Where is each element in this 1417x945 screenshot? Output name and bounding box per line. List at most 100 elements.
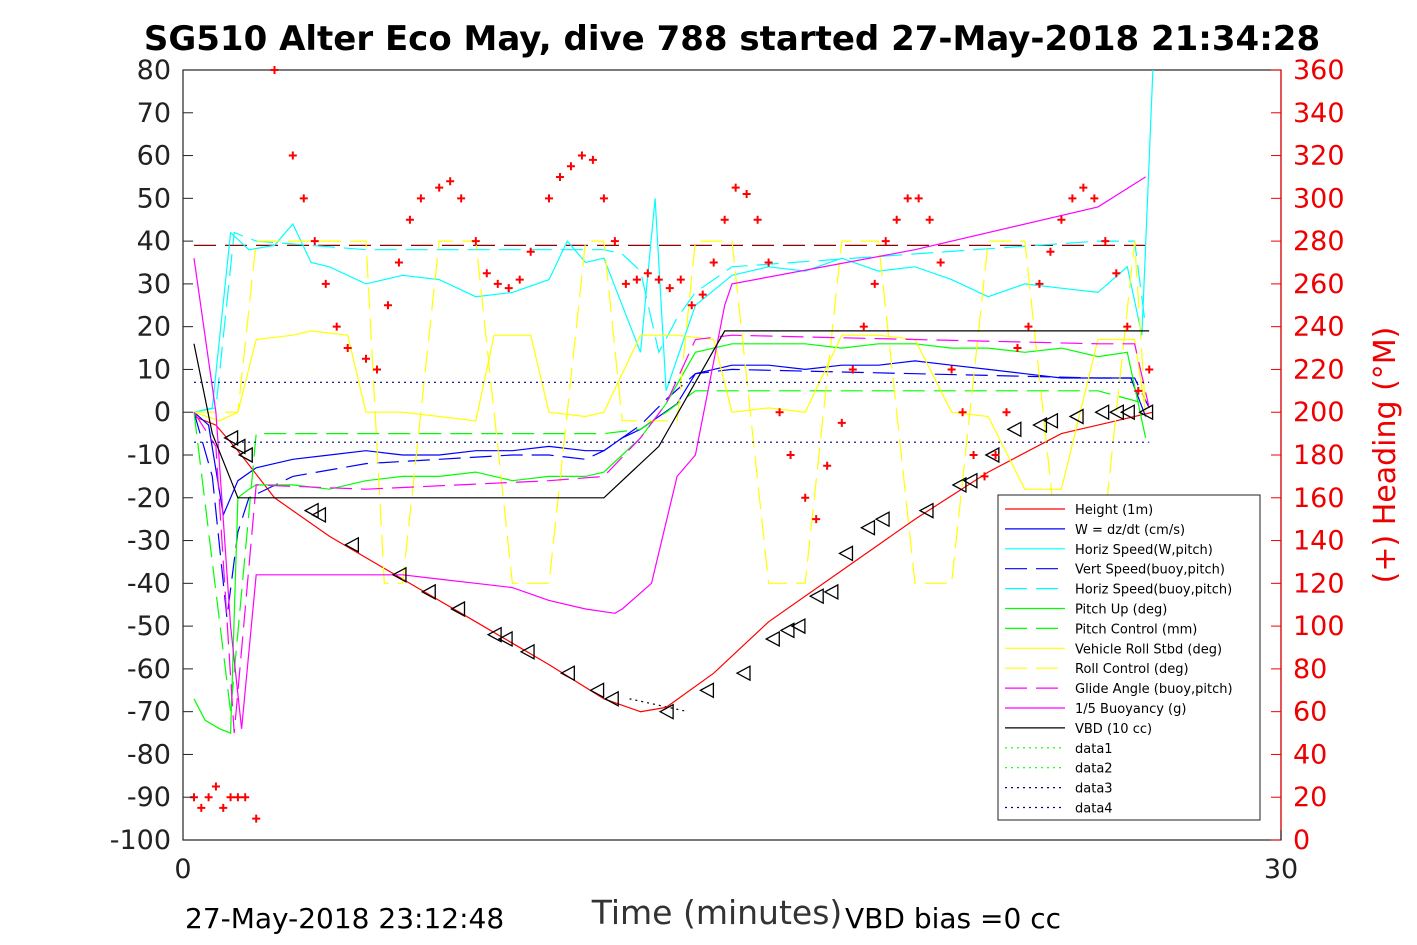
right-tick-label: 220 (1293, 354, 1345, 385)
right-y-axis: 3603403203002802602402202001801601401201… (1271, 55, 1345, 856)
left-tick-label: -80 (127, 739, 171, 770)
right-tick-label: 0 (1293, 825, 1310, 856)
heading-marker (211, 782, 220, 791)
heading-marker (372, 365, 381, 374)
dive-triangle-marker (420, 583, 436, 600)
x-tick-label: 0 (174, 854, 191, 885)
dive-triangle-marker (589, 682, 605, 699)
heading-marker (892, 215, 901, 224)
legend-entry: Glide Angle (buoy,pitch) (1075, 682, 1233, 697)
left-tick-label: 30 (137, 269, 171, 300)
left-tick-label: 0 (154, 397, 171, 428)
heading-marker (332, 322, 341, 331)
heading-marker (471, 237, 480, 246)
legend-entry: Vehicle Roll Stbd (deg) (1075, 642, 1222, 657)
series-line-vert-speed-buoy-pitch (193, 368, 1150, 618)
dive-triangle-marker (486, 626, 502, 643)
heading-marker (383, 301, 392, 310)
series-line-glide-angle-buoy-pitch (193, 334, 1150, 734)
series-line-pitch-up-deg (193, 343, 1147, 734)
dive-triangle-marker (1094, 404, 1110, 421)
heading-marker (731, 183, 740, 192)
left-tick-label: 50 (137, 183, 171, 214)
legend-entry: Pitch Control (mm) (1075, 622, 1197, 637)
dive-triangle-marker (699, 682, 715, 699)
dive-triangle-marker (860, 519, 876, 536)
dive-triangle-marker (559, 665, 575, 682)
dive-triangle-marker (237, 446, 253, 464)
heading-marker (288, 151, 297, 160)
heading-marker (958, 408, 967, 417)
legend-entry: Vert Speed(buoy,pitch) (1075, 563, 1225, 578)
heading-marker (903, 194, 912, 203)
dive-triangle-marker (311, 506, 327, 523)
right-tick-label: 140 (1293, 526, 1345, 557)
dive-triangle-marker (223, 429, 239, 446)
series-line-vehicle-roll-stbd-deg (193, 330, 1147, 490)
heading-marker (775, 408, 784, 417)
heading-marker (233, 793, 242, 802)
dive-triangle-marker (1006, 421, 1022, 438)
heading-marker (1046, 247, 1055, 256)
right-tick-label: 200 (1293, 397, 1345, 428)
dive-triangle-marker (1108, 404, 1124, 421)
heading-marker (555, 172, 564, 181)
dive-triangle-marker (838, 545, 854, 562)
heading-marker (1134, 386, 1143, 395)
heading-marker (1024, 322, 1033, 331)
x-tick-label: 30 (1264, 854, 1298, 885)
dive-triangle-marker (391, 566, 407, 583)
heading-marker (515, 275, 524, 284)
dive-triangle-marker (450, 600, 466, 618)
right-tick-label: 60 (1293, 697, 1327, 728)
heading-marker (720, 215, 729, 224)
heading-marker (812, 515, 821, 524)
heading-marker (610, 237, 619, 246)
right-tick-label: 280 (1293, 226, 1345, 257)
left-tick-label: -10 (127, 440, 171, 471)
dive-triangle-marker (962, 472, 978, 489)
right-tick-label: 360 (1293, 55, 1345, 86)
dive-triangle-marker (779, 622, 795, 639)
heading-marker (643, 269, 652, 278)
dive-triangle-marker (1032, 416, 1048, 434)
heading-marker (936, 258, 945, 267)
right-tick-label: 100 (1293, 611, 1345, 642)
dive-triangle-marker (603, 690, 619, 707)
heading-marker (786, 451, 795, 459)
heading-marker (504, 284, 513, 293)
left-tick-label: 10 (137, 354, 171, 385)
legend-entry: Roll Control (deg) (1075, 662, 1189, 677)
legend-entry: VBD (10 cc) (1075, 722, 1152, 737)
heading-marker (321, 279, 330, 288)
heading-marker (204, 793, 213, 802)
chart-title: SG510 Alter Eco May, dive 788 started 27… (144, 19, 1320, 59)
heading-marker (837, 418, 846, 427)
dive-triangle-marker (658, 703, 674, 720)
series-line-roll-control-deg (194, 240, 1147, 584)
heading-marker (881, 237, 890, 246)
heading-marker (226, 793, 235, 802)
heading-marker (621, 279, 630, 288)
series-line-vbd-10-cc (193, 330, 1150, 499)
dive-triangle-marker (874, 511, 890, 528)
dive-triangle-marker (519, 643, 535, 660)
heading-marker (676, 275, 685, 284)
heading-marker (588, 155, 597, 164)
heading-marker (197, 803, 206, 812)
heading-marker (405, 215, 414, 224)
heading-marker (1057, 215, 1066, 224)
left-tick-label: -70 (127, 697, 171, 728)
heading-marker (1145, 365, 1154, 374)
series-line-horiz-speed-w-pitch (193, 69, 1154, 413)
legend-entry: data4 (1075, 802, 1113, 817)
dive-triangle-marker (497, 630, 513, 648)
heading-marker (241, 793, 250, 802)
right-tick-label: 240 (1293, 312, 1345, 343)
heading-marker (687, 301, 696, 310)
dive-triangle-marker (951, 476, 967, 494)
dive-triangle-markers (223, 404, 1154, 720)
right-tick-label: 180 (1293, 440, 1345, 471)
legend-entry: Height (1m) (1075, 503, 1153, 518)
heading-marker (1101, 237, 1110, 246)
